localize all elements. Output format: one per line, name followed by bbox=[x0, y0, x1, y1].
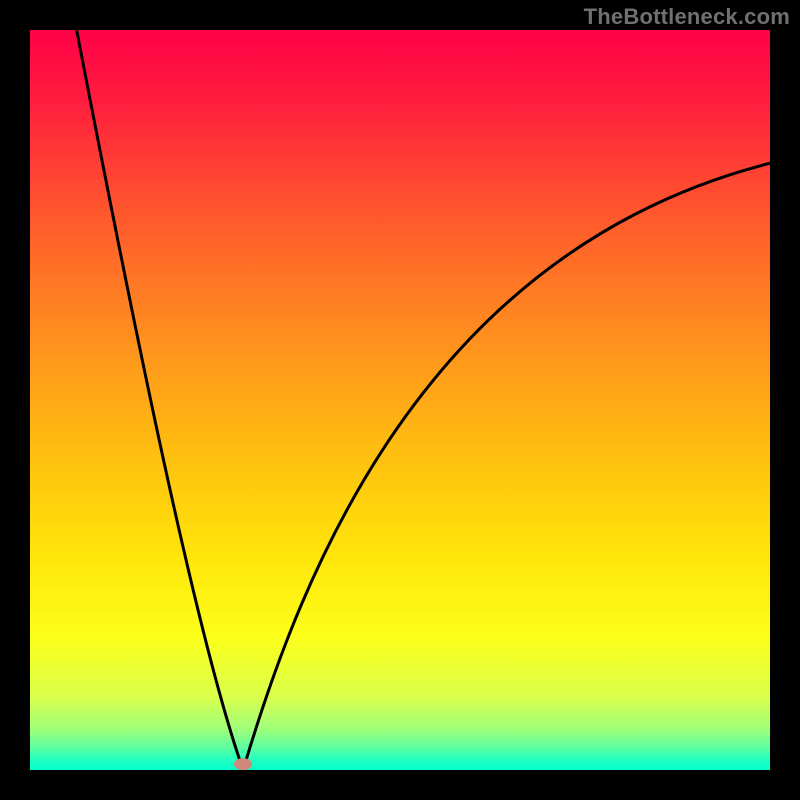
watermark-text: TheBottleneck.com bbox=[584, 4, 790, 30]
optimal-point-marker bbox=[234, 758, 252, 770]
bottleneck-chart-svg bbox=[0, 0, 800, 800]
chart-canvas: TheBottleneck.com bbox=[0, 0, 800, 800]
plot-background bbox=[30, 30, 770, 770]
